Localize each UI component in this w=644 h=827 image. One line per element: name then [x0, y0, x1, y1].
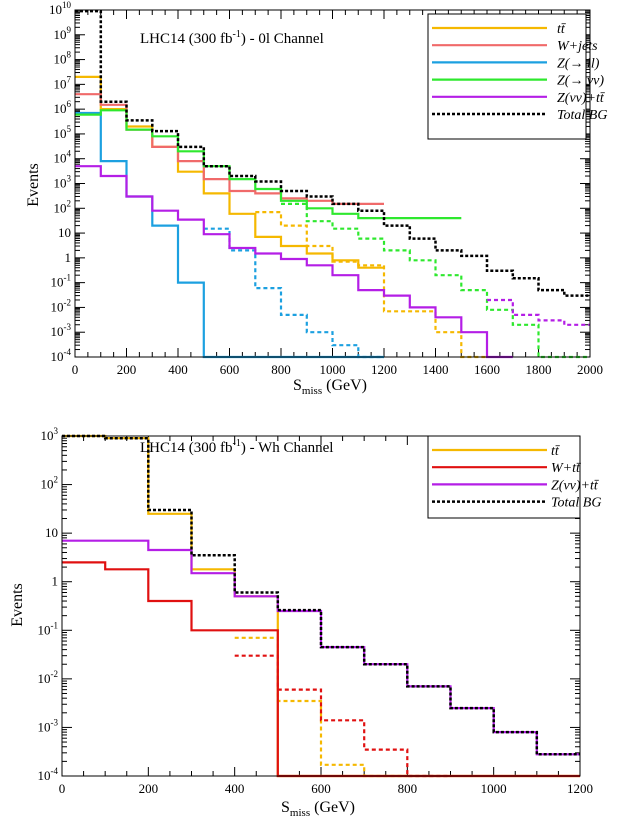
series-line-w-tt-after-cuts — [234, 654, 451, 778]
y-axis-title: Events — [25, 163, 42, 207]
y-tick-label: 10-1 — [51, 273, 72, 290]
y-tick-label: 10 — [58, 225, 71, 240]
x-tick-label: 800 — [271, 362, 291, 377]
legend-label-z: Z(→ νν) — [557, 74, 604, 89]
x-tick-label: 800 — [398, 781, 418, 796]
x-tick-label: 1000 — [481, 781, 507, 796]
y-tick-label: 10-3 — [38, 717, 59, 734]
x-tick-label: 0 — [72, 362, 79, 377]
series-line-z — [75, 109, 462, 220]
x-axis-title: Smiss (GeV) — [281, 799, 355, 819]
x-tick-label: 2000 — [577, 362, 603, 377]
legend-label-z-tt: Z(νν)+tt̄ — [557, 91, 605, 106]
chart-panel-0l-channel: 0 200 400 600 800 1000 1200 1400 1600 1800 2000 10-… — [25, 0, 607, 397]
legend-label-tt: tt̄ — [557, 22, 566, 37]
y-tick-label: 1 — [65, 250, 72, 265]
x-tick-label: 0 — [59, 781, 66, 796]
chart-panel-wh-channel: 0 200 400 600 800 1000 1200 10-4 10-3 10-2 10-1 1 10… — [9, 426, 601, 819]
legend-label-total-bg: Total BG — [557, 108, 607, 123]
y-tick-label: 10 — [45, 525, 58, 540]
legend-label-z-ll: Z(→ ll) — [557, 56, 600, 71]
legend-box — [427, 13, 587, 140]
legend-label-z-tt: Z(νν)+tt̄ — [551, 478, 599, 493]
x-tick-label: 1400 — [423, 362, 449, 377]
series-line-z-after-cuts — [281, 202, 590, 359]
series-line-total-bg — [75, 9, 590, 297]
y-tick-label: 104 — [54, 149, 72, 166]
legend-label-tt: tt̄ — [551, 444, 560, 459]
x-tick-label: 1600 — [474, 362, 500, 377]
y-tick-label: 105 — [54, 124, 72, 141]
y-tick-label: 107 — [54, 74, 72, 91]
series-line-tt-after-cuts — [234, 636, 408, 778]
plot-frame-top — [61, 435, 581, 777]
series-line-z-tt — [75, 165, 513, 359]
chart-title: LHC14 (300 fb-1) - Wh Channel — [140, 438, 333, 456]
series-line-total-bg — [62, 434, 580, 756]
x-tick-label: 600 — [311, 781, 331, 796]
y-axis-title: Events — [9, 583, 26, 627]
x-tick-label: 200 — [139, 781, 159, 796]
x-tick-label: 200 — [117, 362, 137, 377]
plot-frame-top — [74, 9, 591, 358]
chart-title: LHC14 (300 fb-1) - 0l Channel — [140, 29, 324, 47]
x-tick-label: 1000 — [320, 362, 346, 377]
y-tick-label: 108 — [54, 50, 72, 67]
x-tick-label: 600 — [220, 362, 240, 377]
x-tick-label: 400 — [225, 781, 245, 796]
series-line-tt-after-cuts — [255, 211, 487, 359]
y-tick-label: 102 — [41, 475, 59, 492]
y-tick-label: 103 — [41, 426, 59, 443]
x-tick-label: 1200 — [371, 362, 397, 377]
x-axis-title: Smiss (GeV) — [293, 377, 367, 397]
y-tick-label: 102 — [54, 198, 72, 215]
series-line-z-tt-after-cuts — [487, 298, 590, 326]
legend-label-w-jets: W+jets — [557, 39, 598, 54]
y-tick-label: 10-1 — [38, 620, 59, 637]
legend-label-total-bg: Total BG — [551, 496, 601, 511]
series-line-z-ll-after-cuts — [203, 227, 384, 359]
x-tick-label: 400 — [168, 362, 188, 377]
y-tick-label: 10-2 — [51, 297, 72, 314]
y-tick-label: 10-3 — [51, 322, 72, 339]
x-tick-label: 1200 — [567, 781, 593, 796]
legend: tt̄ W+jets Z(→ ll) Z(→ νν) Z(νν)+tt̄ Total BG — [427, 13, 607, 140]
x-tick-label: 1800 — [526, 362, 552, 377]
y-tick-label: 106 — [54, 99, 72, 116]
y-tick-label: 109 — [54, 25, 72, 42]
y-tick-label: 103 — [54, 174, 72, 191]
y-tick-label: 10-4 — [51, 347, 72, 364]
y-tick-label: 1 — [52, 574, 59, 589]
y-tick-label: 10-4 — [38, 766, 59, 783]
legend-label-w-tt: W+tt̄ — [551, 461, 582, 476]
legend: tt̄ W+tt̄ Z(νν)+tt̄ Total BG — [427, 435, 601, 519]
y-tick-label: 1010 — [49, 0, 72, 17]
y-tick-label: 10-2 — [38, 669, 59, 686]
